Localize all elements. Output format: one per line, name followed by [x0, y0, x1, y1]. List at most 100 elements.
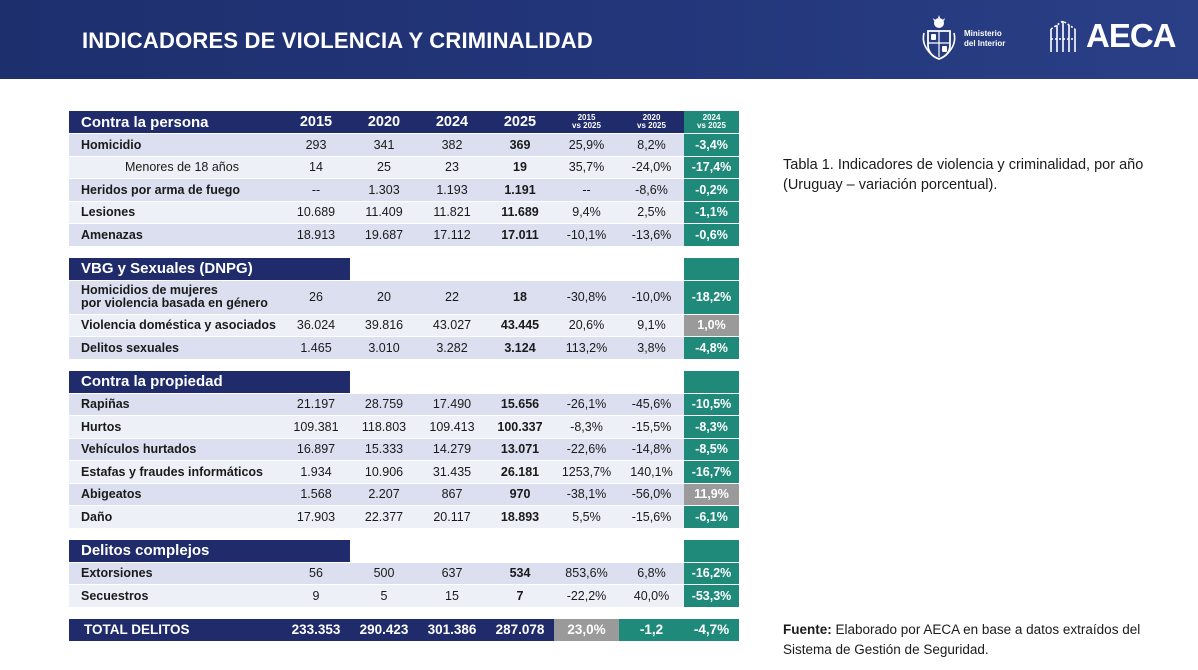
value-cell: 56: [282, 561, 350, 584]
table-row: Homicidios de mujeres por violencia basad…: [69, 279, 739, 314]
pct-cell: 40,0%: [619, 584, 684, 607]
ministerio-logo: Ministerio del Interior: [918, 13, 1018, 63]
value-cell: 11.689: [486, 200, 554, 223]
row-label: Secuestros: [69, 584, 282, 607]
value-cell: 18: [486, 279, 554, 314]
value-cell: 109.413: [418, 415, 486, 438]
gap-cell: [282, 606, 350, 619]
value-cell: 31.435: [418, 460, 486, 483]
value-cell: 13.071: [486, 437, 554, 460]
value-cell: --: [282, 178, 350, 201]
value-cell: 14.279: [418, 437, 486, 460]
gap-cell: [350, 358, 418, 371]
row-label-line: por violencia basada en género: [81, 296, 268, 310]
row-label: Amenazas: [69, 223, 282, 246]
value-cell: 39.816: [350, 313, 418, 336]
gap-cell: [69, 245, 282, 258]
value-cell: 15: [418, 584, 486, 607]
row-label: Heridos por arma de fuego: [69, 178, 282, 201]
value-cell: 18.893: [486, 505, 554, 528]
value-cell: 16.897: [282, 437, 350, 460]
value-cell: 382: [418, 133, 486, 156]
value-cell: 23: [418, 155, 486, 178]
pct-cell: 35,7%: [554, 155, 619, 178]
section-gap: [69, 606, 739, 619]
section-blank: [619, 257, 684, 280]
gap-cell: [350, 527, 418, 540]
col-pct-bottom: vs 2025: [572, 121, 601, 130]
value-cell: 637: [418, 561, 486, 584]
pct-change-badge: 1,0%: [684, 313, 739, 336]
col-year: 2015: [282, 111, 350, 133]
page-header: INDICADORES DE VIOLENCIA Y CRIMINALIDAD …: [0, 0, 1198, 79]
table-row: Vehículos hurtados 16.897 15.333 14.279 13.0…: [69, 437, 739, 460]
col-pct: 2015 vs 2025: [554, 111, 619, 133]
value-cell: 17.011: [486, 223, 554, 246]
row-label: Estafas y fraudes informáticos: [69, 460, 282, 483]
pct-cell: -15,5%: [619, 415, 684, 438]
pct-cell: 140,1%: [619, 460, 684, 483]
section-blank: [554, 539, 619, 562]
value-cell: 5: [350, 584, 418, 607]
value-cell: 17.112: [418, 223, 486, 246]
pct-change-badge: -6,1%: [684, 505, 739, 528]
value-cell: 15.333: [350, 437, 418, 460]
row-label-line: Homicidios de mujeres: [81, 283, 218, 297]
pct-cell: 25,9%: [554, 133, 619, 156]
gap-cell: [486, 245, 554, 258]
section-blank: [684, 257, 739, 280]
aeca-grid-icon: [1050, 20, 1076, 52]
table-row: Violencia doméstica y asociados 36.024 39.…: [69, 313, 739, 336]
pct-cell: 8,2%: [619, 133, 684, 156]
section-header: Contra la propiedad: [69, 370, 739, 393]
value-cell: 867: [418, 482, 486, 505]
value-cell: 9: [282, 584, 350, 607]
table-row: Homicidio 293 341 382 369 25,9% 8,2% -3,4%: [69, 133, 739, 156]
value-cell: 43.445: [486, 313, 554, 336]
value-cell: 25: [350, 155, 418, 178]
table-row: Amenazas 18.913 19.687 17.112 17.011 -10,1% -1…: [69, 223, 739, 246]
pct-change-badge: -18,2%: [684, 279, 739, 314]
total-value: 287.078: [486, 618, 554, 641]
section-blank: [684, 370, 739, 393]
value-cell: 534: [486, 561, 554, 584]
pct-cell: -8,6%: [619, 178, 684, 201]
gap-cell: [554, 527, 619, 540]
value-cell: 293: [282, 133, 350, 156]
value-cell: 36.024: [282, 313, 350, 336]
table-row: Delitos sexuales 1.465 3.010 3.282 3.124 113,…: [69, 336, 739, 359]
source-text: Elaborado por AECA en base a datos extra…: [783, 622, 1141, 657]
value-cell: 26.181: [486, 460, 554, 483]
table-row: Abigeatos 1.568 2.207 867 970 -38,1% -56,0% 11,…: [69, 482, 739, 505]
pct-cell: -24,0%: [619, 155, 684, 178]
value-cell: 20.117: [418, 505, 486, 528]
value-cell: 11.409: [350, 200, 418, 223]
section-gap: [69, 245, 739, 258]
total-pct: -1,2: [619, 618, 684, 641]
ministerio-line2: del Interior: [964, 39, 1006, 48]
section-blank: [350, 539, 418, 562]
aeca-logo: AECA: [1048, 17, 1178, 57]
gap-cell: [486, 358, 554, 371]
row-label: Menores de 18 años: [69, 155, 282, 178]
col-pct: 2024 vs 2025: [684, 111, 739, 133]
row-label: Rapiñas: [69, 392, 282, 415]
value-cell: 19: [486, 155, 554, 178]
total-value: 301.386: [418, 618, 486, 641]
table-body: Contra la persona 2015 2020 2024 2025 20…: [69, 111, 739, 641]
row-label: Homicidio: [69, 133, 282, 156]
col-year: 2020: [350, 111, 418, 133]
value-cell: 1.934: [282, 460, 350, 483]
value-cell: 2.207: [350, 482, 418, 505]
gap-cell: [486, 606, 554, 619]
gap-cell: [418, 358, 486, 371]
pct-change-badge: -10,5%: [684, 392, 739, 415]
row-label: Hurtos: [69, 415, 282, 438]
value-cell: 3.282: [418, 336, 486, 359]
section-blank: [350, 370, 418, 393]
section-label-persona: Contra la persona: [69, 111, 282, 133]
pct-cell: -8,3%: [554, 415, 619, 438]
value-cell: 26: [282, 279, 350, 314]
section-blank: [554, 370, 619, 393]
table-header: Contra la persona 2015 2020 2024 2025 20…: [69, 111, 739, 133]
